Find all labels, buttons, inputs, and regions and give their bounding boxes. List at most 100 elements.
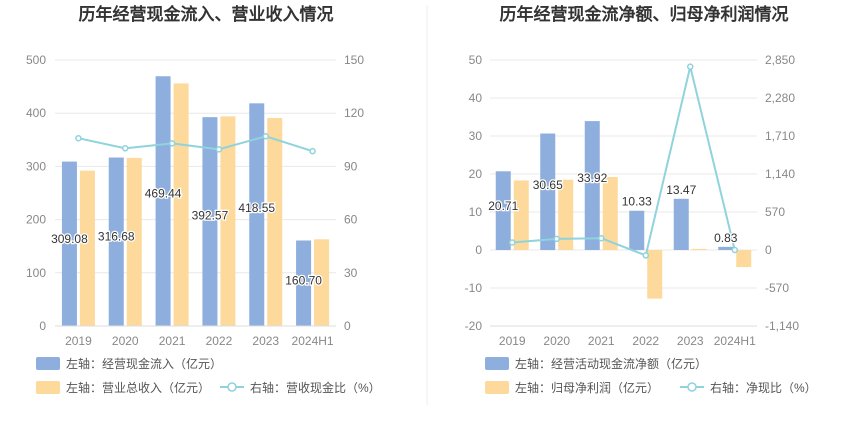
legend-swatch[interactable] <box>36 381 60 394</box>
bar-primary <box>202 117 218 326</box>
bar-data-label: 160.70 <box>285 274 322 288</box>
y-left-tick-label: 0 <box>475 243 482 257</box>
x-tick-label: 2021 <box>159 334 186 348</box>
bar-data-label: 418.55 <box>238 201 275 215</box>
bar-data-label: 13.47 <box>666 183 696 197</box>
bar-secondary <box>691 248 707 250</box>
y-right-tick-label: -1,140 <box>765 319 799 333</box>
y-left-tick-label: 0 <box>39 319 46 333</box>
ratio-point <box>687 63 694 70</box>
x-tick-label: 2022 <box>632 334 659 348</box>
chart-title: 历年经营现金流入、营业收入情况 <box>79 4 334 24</box>
bar-secondary <box>602 177 618 250</box>
ratio-point <box>553 235 560 243</box>
y-left-tick-label: 40 <box>469 91 483 105</box>
legend-label[interactable]: 左轴：营业总收入（亿元） <box>66 380 210 395</box>
y-left-tick-label: -10 <box>465 281 483 295</box>
ratio-point <box>215 146 223 153</box>
legend-label[interactable]: 左轴：经营活动现金流净额（亿元） <box>515 356 707 371</box>
ratio-line <box>512 66 736 257</box>
bar-secondary <box>314 239 330 326</box>
y-left-tick-label: 50 <box>469 53 483 67</box>
ratio-point <box>168 140 176 147</box>
bar-data-label: 10.33 <box>622 195 652 209</box>
y-right-tick-label: 60 <box>344 213 358 227</box>
ratio-point <box>75 134 82 142</box>
bar-secondary <box>736 250 752 268</box>
y-right-tick-label: 30 <box>344 266 358 280</box>
bar-data-label: 309.08 <box>51 232 88 246</box>
legend-line-marker <box>687 382 697 392</box>
y-left-tick-label: 500 <box>26 53 46 67</box>
legend-line-marker <box>227 382 237 392</box>
y-left-tick-label: 20 <box>469 167 483 181</box>
bar-secondary <box>513 180 529 250</box>
ratio-line <box>78 135 313 153</box>
x-tick-label: 2023 <box>677 334 704 348</box>
bar-primary <box>718 246 734 250</box>
ratio-point <box>122 145 129 152</box>
y-right-tick-label: 0 <box>765 243 772 257</box>
legend-label[interactable]: 右轴：营收现金比（%） <box>250 380 381 395</box>
legend-swatch[interactable] <box>485 381 509 394</box>
y-right-tick-label: 0 <box>344 319 351 333</box>
cash-inflow-revenue-chart: 历年经营现金流入、营业收入情况 0 100 200 300 400 500 0 30 60 90 12… <box>26 4 381 395</box>
bar-secondary <box>267 117 283 326</box>
y-left-tick-label: -20 <box>465 319 483 333</box>
bar-data-label: 20.71 <box>488 199 518 213</box>
legend-label[interactable]: 右轴：净现比（%） <box>710 380 817 395</box>
bar-data-label: 0.83 <box>714 231 738 245</box>
bar-data-label: 392.57 <box>192 208 229 222</box>
ratio-point <box>642 252 649 259</box>
ratio-point <box>262 133 269 140</box>
bar-secondary <box>220 116 236 326</box>
bar-secondary <box>79 170 95 326</box>
x-tick-label: 2021 <box>588 334 615 348</box>
y-left-tick-label: 400 <box>26 106 46 120</box>
bar-data-label: 316.68 <box>98 230 135 244</box>
net-cashflow-profit-chart: 历年经营现金流净额、归母净利润情况 -20 -10 0 10 20 30 40 50 -1,140… <box>465 4 817 395</box>
ratio-point <box>509 239 516 246</box>
x-tick-label: 2024H1 <box>292 334 334 348</box>
y-right-tick-label: 2,280 <box>765 91 795 105</box>
x-tick-label: 2019 <box>65 334 92 348</box>
ratio-point <box>598 234 605 242</box>
bar-data-label: 469.44 <box>145 187 182 201</box>
x-tick-label: 2020 <box>543 334 570 348</box>
y-right-tick-label: 120 <box>344 106 364 120</box>
bar-primary <box>540 133 556 250</box>
y-right-tick-label: 150 <box>344 53 364 67</box>
ratio-point <box>309 147 316 155</box>
legend-swatch[interactable] <box>485 357 509 370</box>
bar-secondary <box>126 157 142 326</box>
x-tick-label: 2022 <box>206 334 233 348</box>
bar-primary <box>629 210 645 250</box>
x-tick-label: 2019 <box>499 334 526 348</box>
bar-primary <box>61 161 77 326</box>
x-tick-label: 2020 <box>112 334 139 348</box>
legend-label[interactable]: 左轴：经营现金流入（亿元） <box>66 356 222 371</box>
x-tick-label: 2023 <box>252 334 279 348</box>
bar-data-label: 30.65 <box>533 178 563 192</box>
y-right-tick-label: 90 <box>344 159 358 173</box>
bar-primary <box>108 157 124 326</box>
legend-swatch[interactable] <box>36 357 60 370</box>
bar-secondary <box>558 179 574 250</box>
y-right-tick-label: 570 <box>765 205 785 219</box>
bar-primary <box>584 121 600 250</box>
ratio-point <box>731 246 738 254</box>
y-right-tick-label: 1,710 <box>765 129 795 143</box>
y-left-tick-label: 10 <box>469 205 483 219</box>
bar-secondary <box>173 83 189 327</box>
bar-primary <box>495 171 511 250</box>
y-left-tick-label: 300 <box>26 159 46 173</box>
bar-primary <box>249 103 265 327</box>
y-right-tick-label: 1,140 <box>765 167 795 181</box>
y-left-tick-label: 30 <box>469 129 483 143</box>
chart-title: 历年经营现金流净额、归母净利润情况 <box>500 4 789 24</box>
bar-primary <box>673 198 689 250</box>
bar-primary <box>155 76 171 326</box>
legend-label[interactable]: 左轴：归母净利润（亿元） <box>515 380 659 395</box>
y-left-tick-label: 200 <box>26 213 46 227</box>
